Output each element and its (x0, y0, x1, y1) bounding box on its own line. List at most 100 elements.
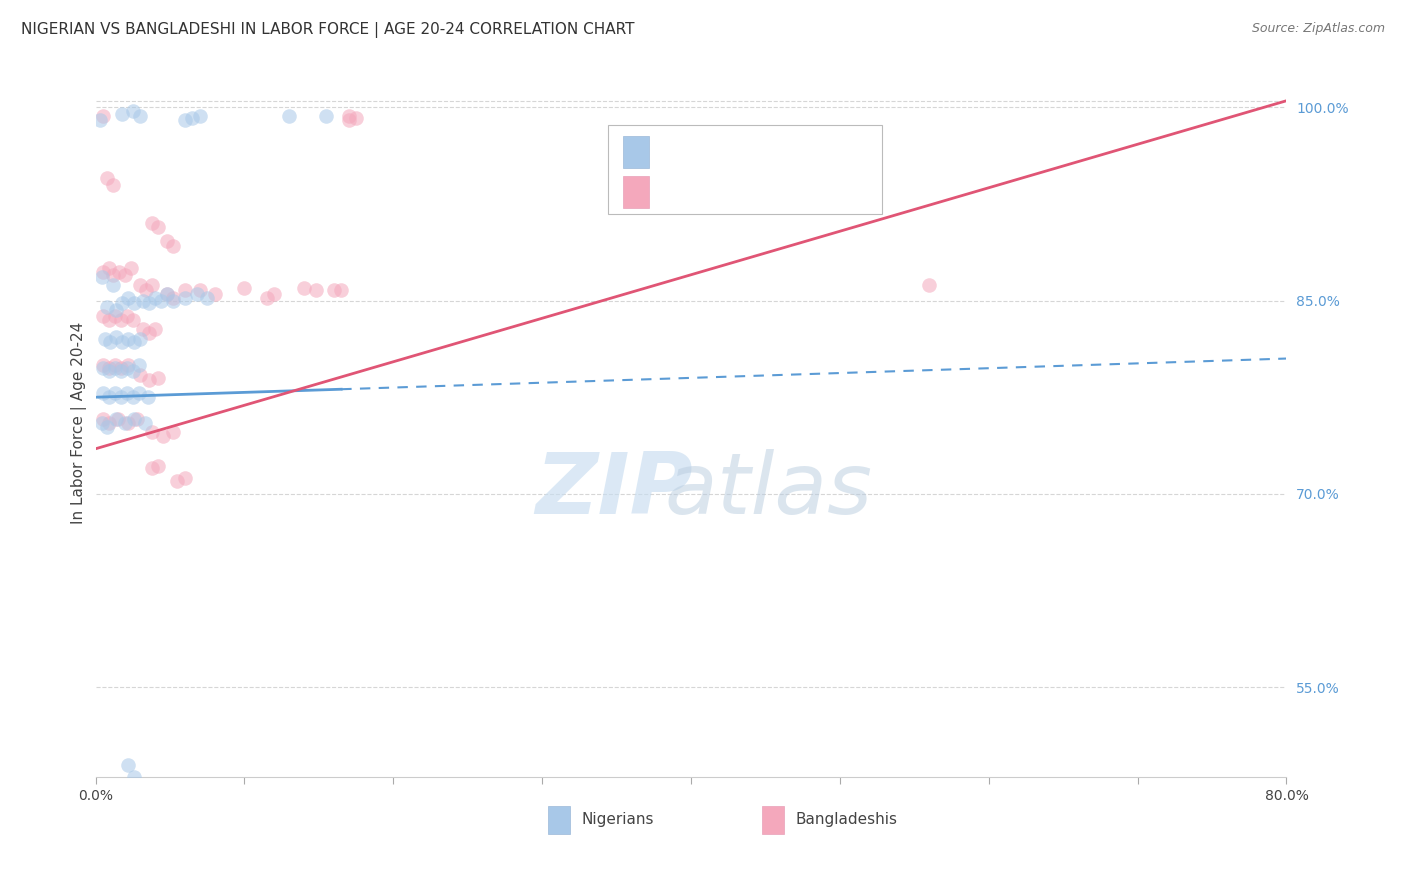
Text: Nigerians: Nigerians (582, 813, 654, 828)
Point (162, 425, 184, 439)
Point (174, 471, 197, 485)
Point (918, 278, 941, 293)
Point (91, 265, 114, 279)
Point (111, 106, 134, 120)
Point (117, 416, 139, 430)
Point (115, 360, 138, 375)
Point (121, 364, 143, 378)
Point (91, 309, 114, 323)
Point (166, 474, 188, 488)
Point (132, 322, 155, 336)
Text: 0.362: 0.362 (711, 184, 768, 202)
Point (141, 216, 163, 230)
Point (143, 322, 166, 336)
Point (256, 291, 278, 305)
Point (114, 268, 136, 282)
Point (138, 296, 160, 310)
Point (322, 283, 344, 297)
Point (174, 283, 197, 297)
FancyBboxPatch shape (762, 805, 785, 834)
Text: 59: 59 (821, 184, 846, 202)
FancyBboxPatch shape (623, 177, 650, 209)
Point (90, 416, 112, 430)
Point (143, 291, 166, 305)
Text: R =: R = (664, 143, 703, 161)
FancyBboxPatch shape (548, 805, 569, 834)
Point (292, 280, 315, 294)
Point (111, 296, 134, 310)
Point (105, 329, 128, 343)
Point (132, 293, 155, 308)
Point (91, 360, 114, 375)
Point (146, 371, 169, 385)
Point (150, 293, 173, 308)
Point (156, 287, 179, 301)
Point (188, 109, 211, 123)
Point (93, 332, 115, 346)
Point (128, 358, 150, 372)
Point (114, 416, 136, 430)
Text: Source: ZipAtlas.com: Source: ZipAtlas.com (1251, 22, 1385, 36)
Point (129, 109, 152, 123)
Point (174, 113, 197, 128)
Point (186, 287, 208, 301)
Point (117, 358, 139, 372)
Point (110, 390, 132, 404)
Point (128, 386, 150, 401)
Point (136, 390, 159, 404)
Point (141, 278, 163, 293)
Text: 0.090: 0.090 (711, 143, 768, 161)
Point (162, 239, 184, 253)
Point (105, 412, 128, 426)
Point (278, 109, 301, 123)
Point (96, 171, 118, 186)
Point (96, 300, 118, 314)
Point (135, 283, 157, 297)
Point (108, 265, 131, 279)
Point (91, 358, 114, 372)
Point (174, 291, 197, 305)
Point (104, 309, 127, 323)
Point (111, 334, 134, 349)
Point (100, 334, 122, 349)
Point (103, 178, 125, 192)
Point (90, 270, 112, 285)
Point (98, 261, 121, 276)
Point (98, 390, 121, 404)
Point (110, 313, 132, 327)
Point (141, 425, 163, 439)
Point (107, 412, 129, 426)
Point (305, 283, 328, 297)
Point (195, 291, 218, 305)
Point (344, 111, 367, 125)
Point (146, 220, 169, 235)
Point (124, 334, 146, 349)
Point (103, 278, 125, 293)
Point (138, 374, 160, 388)
Point (98, 364, 121, 378)
Point (117, 332, 139, 346)
Point (91, 386, 114, 401)
Point (188, 283, 211, 297)
Point (115, 309, 138, 323)
Point (141, 461, 163, 475)
Point (124, 412, 146, 426)
Point (138, 326, 160, 340)
FancyBboxPatch shape (607, 125, 882, 214)
Point (121, 390, 143, 404)
Point (156, 287, 179, 301)
Text: atlas: atlas (665, 449, 873, 532)
Point (134, 416, 156, 430)
Point (233, 280, 256, 294)
Text: R =: R = (664, 184, 703, 202)
Point (121, 104, 143, 119)
Text: ZIP: ZIP (534, 449, 692, 532)
Point (124, 296, 146, 310)
Point (204, 287, 226, 301)
Point (337, 109, 360, 123)
Point (181, 111, 204, 125)
Point (146, 458, 169, 473)
Text: NIGERIAN VS BANGLADESHI IN LABOR FORCE | AGE 20-24 CORRELATION CHART: NIGERIAN VS BANGLADESHI IN LABOR FORCE |… (21, 22, 634, 38)
Point (110, 364, 132, 378)
Point (117, 757, 139, 772)
